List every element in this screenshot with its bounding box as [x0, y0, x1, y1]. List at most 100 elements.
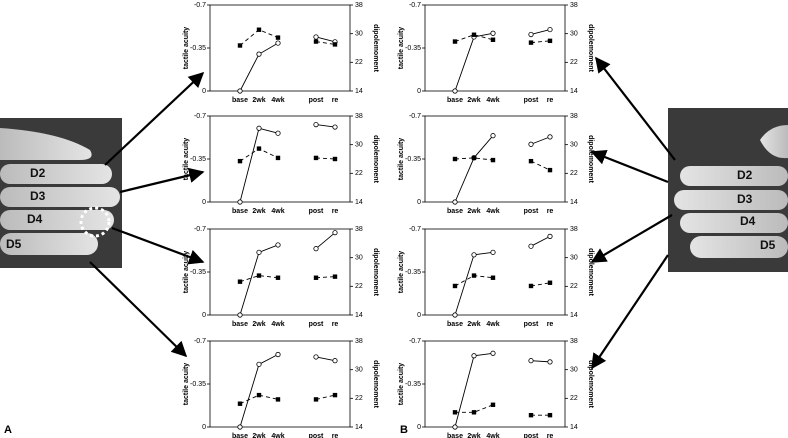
point: [490, 275, 496, 280]
y2-tick-label: 38: [570, 338, 578, 345]
point: [490, 133, 496, 139]
x-tick-label: re: [547, 97, 554, 104]
y-tick-label: -0.7: [409, 2, 421, 9]
y-tick-label: -0.35: [190, 381, 206, 388]
y2-tick-label: 38: [355, 226, 363, 233]
x-tick-label: 2wk: [467, 433, 480, 438]
y2-tick-label: 38: [570, 113, 578, 120]
point: [275, 35, 281, 40]
y2-axis-label: dipolemoment: [372, 360, 379, 409]
point: [237, 401, 243, 406]
y2-tick-label: 30: [570, 142, 578, 149]
point: [256, 249, 262, 255]
series-line: [239, 36, 336, 92]
x-tick-label: 2wk: [252, 97, 265, 104]
point: [332, 358, 338, 364]
left-hand-photo: [0, 118, 122, 268]
y2-tick-label: 30: [355, 31, 363, 38]
series-line: [454, 235, 551, 316]
point: [256, 361, 262, 367]
y-tick-label: -0.35: [190, 269, 206, 276]
x-tick-label: re: [332, 97, 339, 104]
x-tick-label: re: [332, 321, 339, 328]
y-tick-label: -0.35: [405, 381, 421, 388]
y2-tick-label: 14: [355, 199, 363, 206]
y2-tick-label: 38: [570, 226, 578, 233]
y-tick-label: -0.7: [409, 226, 421, 233]
x-tick-label: post: [524, 321, 539, 328]
x-tick-label: base: [447, 208, 463, 215]
x-tick-label: post: [524, 433, 539, 438]
point: [256, 51, 262, 57]
series-line: [454, 135, 551, 203]
point: [237, 424, 243, 430]
point: [490, 350, 496, 356]
y2-tick-label: 38: [570, 2, 578, 9]
x-tick-label: post: [309, 97, 324, 104]
x-tick-label: post: [309, 433, 324, 438]
y-axis-label: tactile acuity: [183, 138, 190, 181]
point: [547, 280, 553, 285]
y2-axis-label: dipolemoment: [587, 360, 594, 409]
y2-tick-label: 22: [570, 395, 578, 402]
y-tick-label: -0.35: [190, 156, 206, 163]
x-tick-label: 4wk: [271, 97, 284, 104]
point: [237, 199, 243, 205]
point: [275, 242, 281, 248]
point: [313, 397, 319, 402]
y-tick-label: 0: [202, 424, 206, 431]
point: [313, 39, 319, 44]
y-tick-label: -0.35: [405, 45, 421, 52]
point: [313, 275, 319, 280]
point: [452, 199, 458, 205]
point: [528, 283, 534, 289]
y2-axis-label: dipolemoment: [372, 248, 379, 297]
x-tick-label: post: [309, 321, 324, 328]
point: [471, 252, 477, 258]
finger-label: D4: [740, 214, 756, 228]
point: [452, 410, 458, 415]
y-axis-label: tactile acuity: [183, 251, 190, 294]
point: [547, 134, 553, 140]
point: [313, 122, 319, 128]
y-axis-label: tactile acuity: [398, 251, 405, 294]
y2-tick-label: 14: [355, 424, 363, 431]
x-tick-label: 2wk: [467, 208, 480, 215]
point: [528, 358, 534, 364]
y-tick-label: -0.35: [405, 269, 421, 276]
finger-label: D5: [760, 238, 776, 252]
point: [471, 353, 477, 359]
y2-tick-label: 30: [355, 367, 363, 374]
point: [528, 412, 534, 418]
series-line: [239, 124, 336, 203]
point: [275, 351, 281, 358]
y2-tick-label: 22: [570, 283, 578, 290]
point: [313, 155, 319, 161]
point: [452, 88, 458, 94]
point: [256, 392, 262, 398]
point: [528, 31, 534, 38]
y2-tick-label: 22: [355, 395, 363, 402]
y-tick-label: -0.7: [409, 113, 421, 120]
y2-axis-label: dipolemoment: [587, 24, 594, 73]
x-tick-label: 2wk: [467, 321, 480, 328]
point: [256, 273, 262, 278]
point: [471, 32, 477, 37]
point: [471, 273, 477, 278]
point: [490, 157, 496, 163]
point: [528, 158, 534, 164]
plot-frame: [424, 228, 566, 316]
arrows: [89, 56, 676, 370]
series-line: [454, 352, 551, 428]
y-axis-label: tactile acuity: [183, 27, 190, 70]
point: [237, 158, 243, 164]
point: [256, 146, 262, 151]
point: [547, 26, 553, 33]
finger-label: D2: [737, 168, 753, 182]
y-tick-label: -0.35: [190, 45, 206, 52]
point: [275, 275, 281, 280]
point: [490, 30, 496, 36]
point: [490, 37, 496, 42]
x-tick-label: re: [547, 433, 554, 438]
point: [275, 130, 281, 136]
